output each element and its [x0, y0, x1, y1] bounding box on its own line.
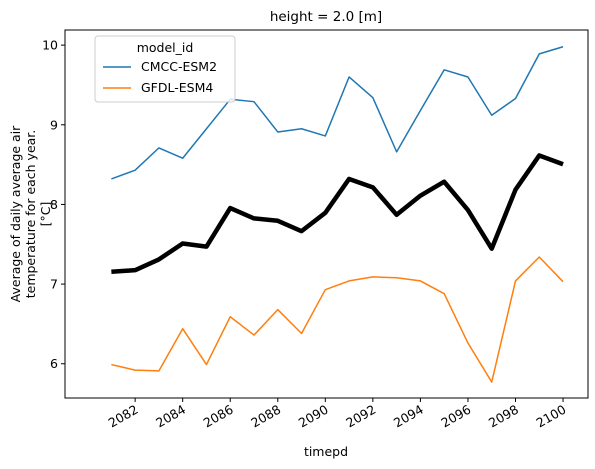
x-tick-label: 2082	[106, 402, 141, 431]
legend-label: CMCC-ESM2	[141, 59, 217, 74]
y-axis-label-line: temperature for each year.	[23, 130, 38, 299]
x-tick-label: 2086	[201, 402, 236, 431]
y-tick-label: 9	[50, 117, 58, 132]
x-tick-label: 2084	[153, 402, 188, 431]
x-tick-label: 2090	[296, 402, 331, 431]
x-tick-label: 2100	[533, 402, 568, 431]
y-tick-label: 10	[42, 38, 58, 53]
x-axis-label: timepd	[304, 444, 348, 459]
x-tick-label: 2094	[391, 402, 426, 431]
legend-label: GFDL-ESM4	[141, 80, 213, 95]
legend-title: model_id	[137, 40, 194, 55]
legend-box	[94, 35, 236, 103]
x-tick-label: 2088	[248, 402, 283, 431]
y-tick-label: 8	[50, 197, 58, 212]
y-tick-label: 6	[50, 356, 58, 371]
series-line	[111, 256, 564, 383]
legend: model_id CMCC-ESM2 GFDL-ESM4	[94, 35, 236, 103]
y-axis-label-line: Average of daily average air	[8, 125, 23, 303]
x-tick-label: 2098	[486, 402, 521, 431]
plot-frame	[64, 29, 589, 399]
x-tick-label: 2096	[438, 402, 473, 431]
chart-title: height = 2.0 [m]	[270, 9, 382, 25]
series-line	[111, 153, 564, 274]
y-axis-label-line: [°C]	[38, 202, 53, 227]
x-tick-label: 2092	[343, 402, 378, 431]
y-axis-label: Average of daily average airtemperature …	[8, 125, 53, 303]
y-tick-label: 7	[50, 277, 58, 292]
series-line	[111, 46, 564, 180]
